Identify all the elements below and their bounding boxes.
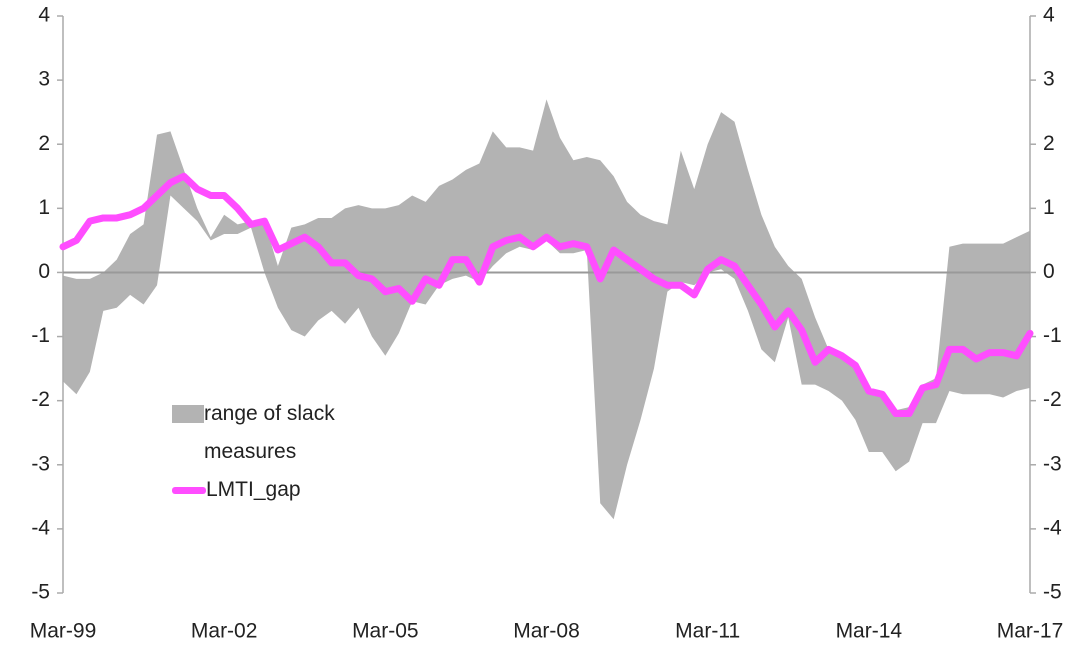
y-tick-label: 3 [38, 68, 50, 91]
x-tick-label: Mar-02 [191, 620, 258, 643]
y2-tick-label: -4 [1043, 516, 1062, 539]
y-tick-label: -3 [31, 452, 50, 475]
x-tick-label: Mar-05 [352, 620, 419, 643]
y-tick-label: 1 [38, 196, 50, 219]
y2-tick-label: -2 [1043, 388, 1062, 411]
legend-label: range of slack measures [204, 402, 335, 463]
y-tick-label: 4 [38, 4, 50, 27]
y2-tick-label: 0 [1043, 260, 1055, 283]
y-tick-label: 2 [38, 132, 50, 155]
x-tick-label: Mar-11 [675, 620, 740, 643]
y-tick-label: -2 [31, 388, 50, 411]
x-tick-label: Mar-14 [836, 620, 903, 643]
y2-tick-label: 1 [1043, 196, 1055, 219]
x-tick-label: Mar-17 [997, 620, 1064, 643]
y2-tick-label: -3 [1043, 452, 1062, 475]
legend-swatch [172, 405, 204, 423]
y2-tick-label: -5 [1043, 581, 1062, 604]
legend-item: LMTI_gap [172, 471, 396, 509]
y2-tick-label: 4 [1043, 4, 1055, 27]
legend-label: LMTI_gap [206, 478, 301, 501]
y-tick-label: -5 [31, 581, 50, 604]
legend-item: range of slack measures [172, 395, 396, 471]
range-area [63, 99, 1030, 520]
lmti-line [59, 172, 1034, 417]
x-tick-label: Mar-99 [30, 620, 97, 643]
x-tick-label: Mar-08 [513, 620, 580, 643]
y-tick-label: -1 [31, 324, 50, 347]
y2-tick-label: 2 [1043, 132, 1055, 155]
legend: range of slack measures LMTI_gap [172, 395, 396, 509]
legend-swatch [172, 487, 206, 494]
y-tick-label: 0 [38, 260, 50, 283]
y2-tick-label: 3 [1043, 68, 1055, 91]
y2-tick-label: -1 [1043, 324, 1062, 347]
y-tick-label: -4 [31, 516, 50, 539]
